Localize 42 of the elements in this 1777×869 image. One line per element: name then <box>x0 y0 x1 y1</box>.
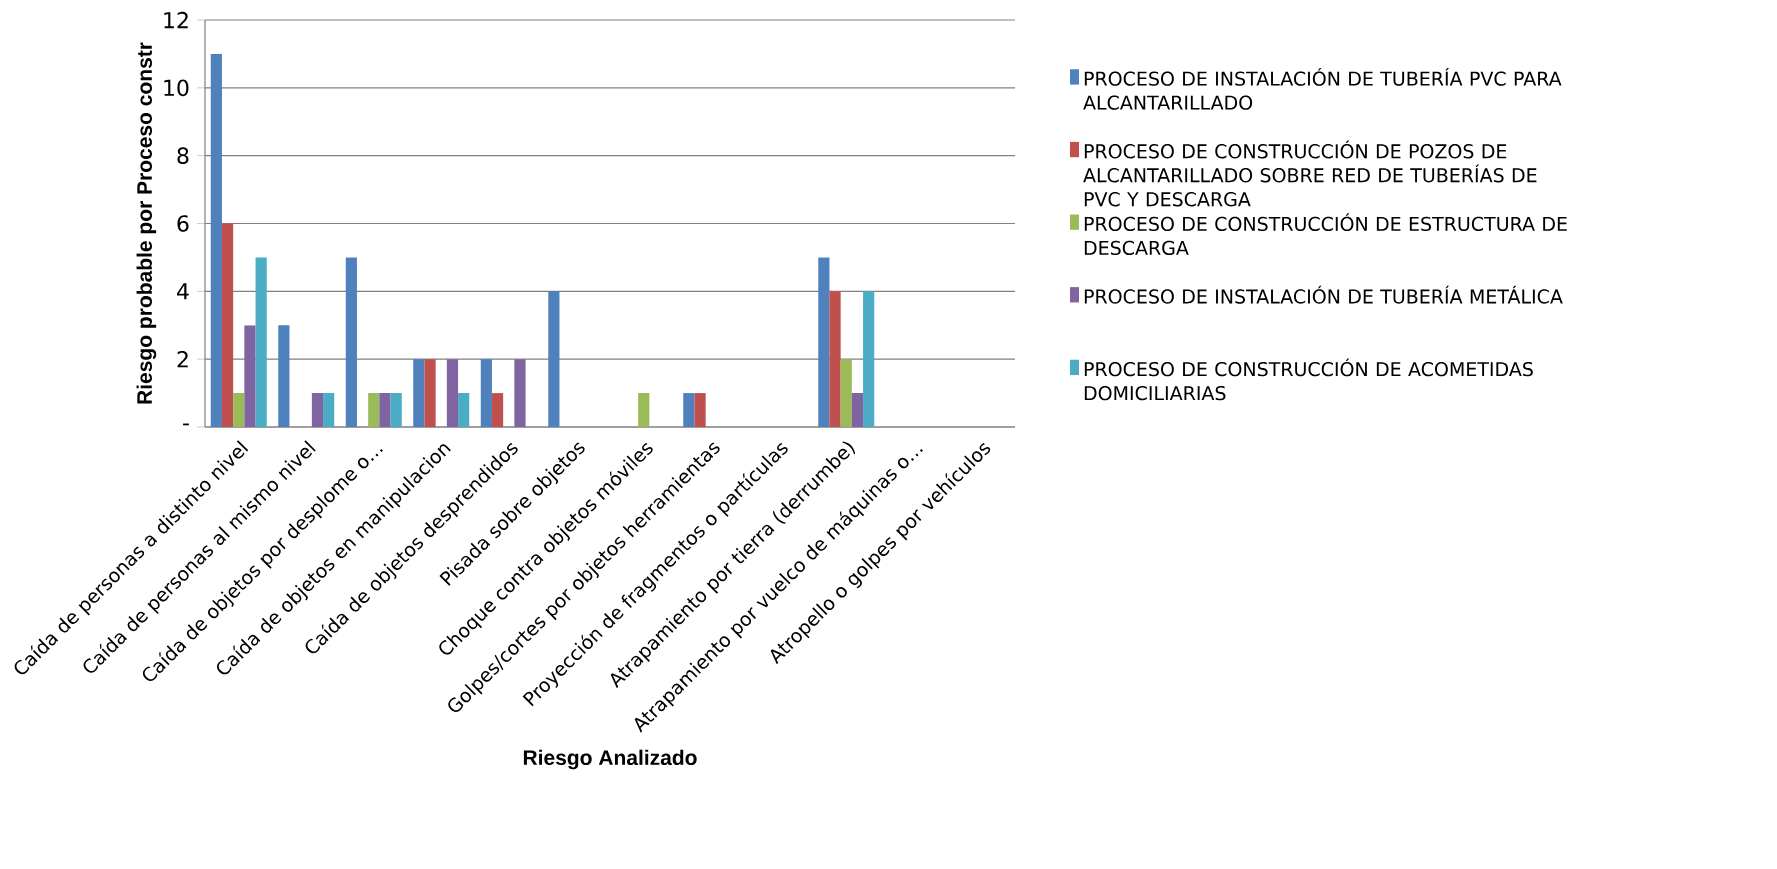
bar <box>818 257 830 427</box>
bar <box>863 291 875 427</box>
bar <box>829 291 841 427</box>
y-axis-title: Riesgo probable por Proceso constr <box>136 42 157 404</box>
legend-label: PROCESO DE INSTALACIÓN DE TUBERÍA METÁLICA <box>1084 285 1563 304</box>
bar <box>255 257 267 427</box>
bar <box>379 393 391 427</box>
bar <box>480 359 492 427</box>
bar <box>458 393 470 427</box>
bar <box>221 223 234 427</box>
y-tick-label: 12 <box>164 11 188 29</box>
bar <box>278 325 290 427</box>
bar <box>424 359 436 427</box>
y-tick-label: 10 <box>164 79 189 97</box>
y-tick-label: 2 <box>177 351 188 368</box>
bar <box>413 359 425 427</box>
bar <box>840 359 852 427</box>
y-tick-label: 4 <box>177 283 189 300</box>
bar <box>851 393 864 427</box>
bar <box>210 53 222 427</box>
bar <box>694 393 706 427</box>
bar <box>390 393 402 427</box>
y-tick-label: 8 <box>177 147 189 164</box>
y-tick-label: - <box>183 423 189 426</box>
bar <box>638 393 650 427</box>
bar <box>233 393 245 427</box>
legend-label: PROCESO DE INSTALACIÓN DE TUBERÍA PVC PARA ALCANTARILLADO <box>1083 67 1562 110</box>
bar <box>244 325 256 427</box>
bar <box>345 257 357 427</box>
bar <box>683 393 695 427</box>
bar <box>491 393 504 427</box>
bar <box>368 393 380 427</box>
x-axis-title: Riesgo Analizado <box>523 749 697 770</box>
bar <box>311 393 324 427</box>
bar <box>323 393 335 427</box>
legend-label: PROCESO DE CONSTRUCCIÓN DE POZOS DE ALCANTARILLADO SOBRE RED DE TUBERÍAS DE PVC Y DESCARGA <box>1083 140 1537 207</box>
legend-label: PROCESO DE CONSTRUCCIÓN DE ESTRUCTURA DE DESCARGA <box>1084 213 1567 256</box>
bar <box>548 291 560 427</box>
bar <box>514 359 526 427</box>
y-tick-label: 6 <box>177 215 189 232</box>
legend-label: PROCESO DE CONSTRUCCIÓN DE ACOMETIDAS DOMICILIARIAS <box>1084 358 1533 401</box>
bar <box>446 359 459 427</box>
